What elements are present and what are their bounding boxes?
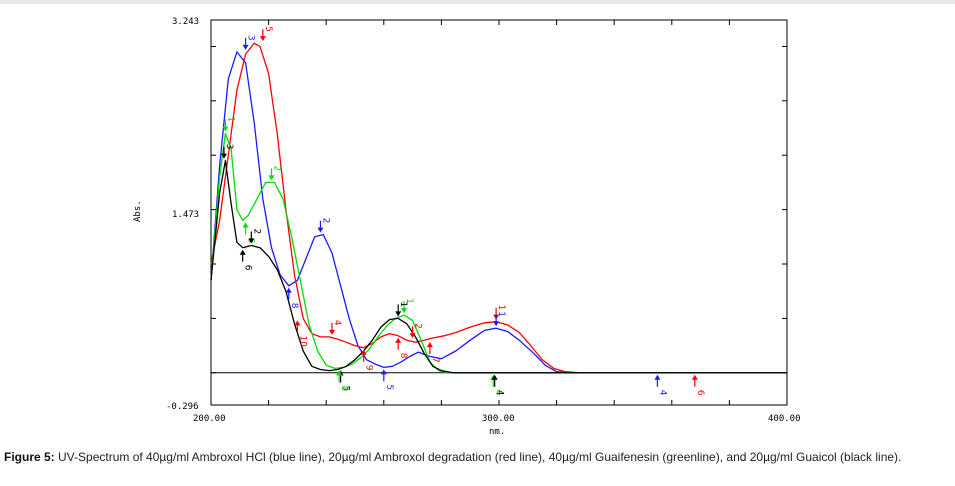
marker-label: 1 <box>496 305 506 311</box>
black-marker-3: 3 <box>220 144 234 159</box>
red-marker-4: 4 <box>328 320 342 335</box>
marker-arrow-head <box>336 370 343 376</box>
series-lines <box>210 42 787 374</box>
marker-arrow-head <box>400 308 407 314</box>
blue-marker-3: 3 <box>242 35 256 50</box>
marker-label: 4 <box>332 320 342 326</box>
marker-arrow-head <box>328 329 335 335</box>
x-tick-label-right: 400.00 <box>768 414 801 424</box>
peak-markers: 3513262628410911827115554446 <box>220 26 705 396</box>
marker-arrow-head <box>294 320 301 326</box>
marker-arrow-head <box>285 287 292 293</box>
caption-label: Figure 5: <box>4 450 55 464</box>
marker-arrow-head <box>395 337 402 343</box>
marker-label: 6 <box>243 265 253 271</box>
marker-label: 5 <box>341 385 351 391</box>
green-marker-1: 1 <box>400 298 414 314</box>
green-marker-1: 1 <box>222 116 235 132</box>
plot-frame <box>210 19 788 406</box>
marker-label: 1 <box>404 298 414 304</box>
red-marker-2: 2 <box>409 323 423 339</box>
marker-arrow-head <box>493 321 500 327</box>
figure-caption: Figure 5: UV-Spectrum of 40µg/ml Ambroxo… <box>4 450 952 464</box>
green-marker-5: 5 <box>336 370 349 391</box>
blue-marker-4: 4 <box>654 374 667 396</box>
marker-label: 2 <box>413 323 423 329</box>
red-marker-5: 5 <box>259 26 273 42</box>
marker-label: 10 <box>297 335 307 347</box>
marker-label: 3 <box>224 144 234 150</box>
red-marker-6: 6 <box>691 374 705 396</box>
y-tick-label-mid: 1.473 <box>172 210 199 220</box>
x-tick-label-mid: 300.00 <box>482 414 515 424</box>
marker-label: 7 <box>430 357 440 363</box>
marker-arrow-head <box>380 369 387 375</box>
y-tick-label-top: 3.243 <box>172 17 199 27</box>
marker-arrow-head <box>220 153 227 159</box>
marker-label: 4 <box>493 390 503 396</box>
marker-arrow-head <box>242 44 249 50</box>
marker-arrow-head <box>259 36 266 42</box>
marker-arrow-head <box>491 374 498 380</box>
red-marker-9: 9 <box>360 349 374 371</box>
marker-label: 5 <box>339 385 349 391</box>
green-marker-2: 2 <box>268 165 281 181</box>
marker-label: 1 <box>496 311 506 317</box>
marker-label: 2 <box>320 218 330 224</box>
marker-label: 9 <box>364 365 374 371</box>
plot-border <box>210 19 788 406</box>
marker-arrow-head <box>426 342 433 348</box>
black-marker-4: 4 <box>491 374 505 396</box>
y-tick-label-bottom: -0.296 <box>166 402 199 412</box>
red-marker-8: 8 <box>395 337 408 359</box>
marker-label: 1 <box>225 116 235 122</box>
blue-marker-1: 1 <box>493 311 506 327</box>
blue-marker-5: 5 <box>380 369 394 390</box>
marker-arrow-head <box>317 227 324 233</box>
marker-label: 4 <box>657 390 667 396</box>
marker-arrow-head <box>654 374 661 380</box>
axis-ticks <box>211 20 787 405</box>
marker-arrow-head <box>691 374 698 380</box>
marker-arrow-head <box>360 349 367 355</box>
black-marker-6: 6 <box>239 249 253 271</box>
green-spectrum-line <box>210 132 787 374</box>
marker-arrow-head <box>222 126 229 132</box>
black-marker-2: 2 <box>248 229 261 244</box>
uv-spectrum-chart: 3513262628410911827115554446 3.243 1.473… <box>133 17 801 437</box>
caption-text: UV-Spectrum of 40µg/ml Ambroxol HCl (blu… <box>58 450 902 464</box>
marker-label: 5 <box>384 384 394 390</box>
marker-arrow-head <box>239 249 246 255</box>
marker-label: 5 <box>263 26 273 32</box>
marker-label: 6 <box>695 390 705 396</box>
blue-marker-2: 2 <box>317 218 330 233</box>
marker-label: 8 <box>289 303 299 309</box>
marker-label: 1 <box>398 301 408 307</box>
x-axis-label: nm. <box>489 427 505 437</box>
marker-label: 3 <box>246 35 256 41</box>
marker-arrow-head <box>268 175 275 181</box>
marker-arrow-head <box>248 238 255 244</box>
y-axis-label: Abs. <box>133 200 143 222</box>
blue-spectrum-line <box>210 51 787 374</box>
marker-label: 2 <box>251 229 261 235</box>
marker-label: 2 <box>271 165 281 171</box>
marker-label: 8 <box>398 353 408 359</box>
top-rule <box>0 0 955 4</box>
black-spectrum-line <box>210 160 787 374</box>
red-spectrum-line <box>210 42 787 374</box>
red-marker-7: 7 <box>426 342 440 363</box>
marker-arrow-head <box>242 222 249 228</box>
marker-label: 4 <box>495 390 505 396</box>
x-tick-label-left: 200.00 <box>193 414 226 424</box>
marker-arrow-head <box>409 333 416 339</box>
black-marker-1: 1 <box>395 301 408 317</box>
red-marker-10: 10 <box>294 320 307 347</box>
blue-marker-8: 8 <box>285 287 299 309</box>
marker-arrow-head <box>395 311 402 317</box>
